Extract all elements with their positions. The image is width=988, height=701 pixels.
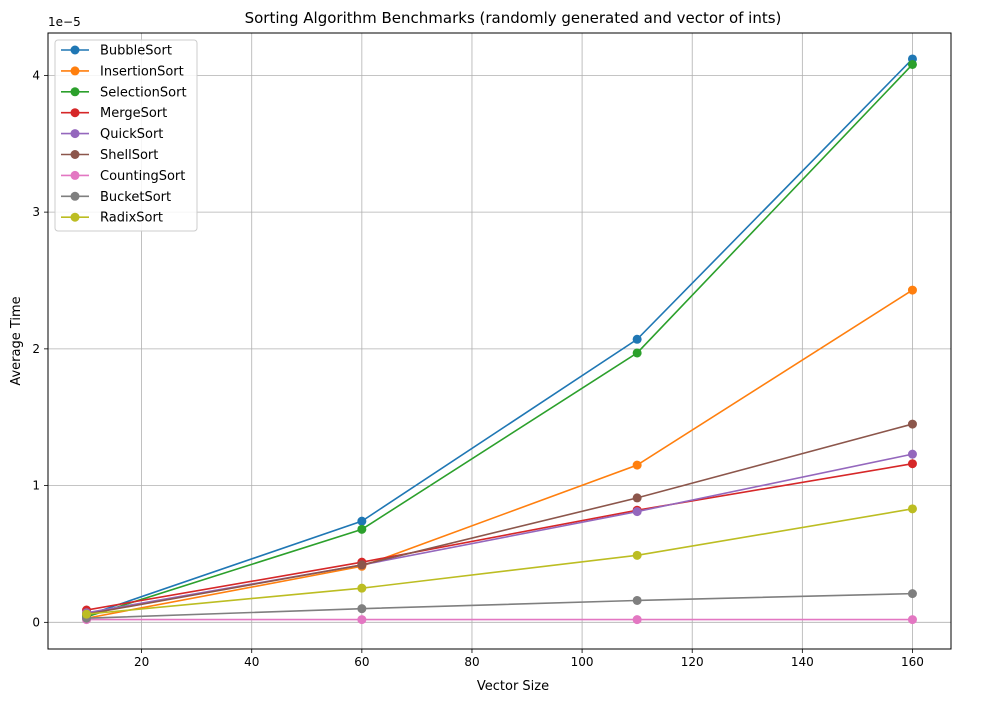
data-point xyxy=(357,604,367,614)
grid-lines xyxy=(48,33,951,649)
data-point xyxy=(632,493,642,503)
y-tick-label: 2 xyxy=(32,342,40,356)
x-tick-label: 100 xyxy=(571,655,594,669)
series-line xyxy=(86,63,914,618)
legend-marker xyxy=(70,45,80,55)
x-tick-label: 120 xyxy=(681,655,704,669)
x-tick-label: 140 xyxy=(791,655,814,669)
series-line xyxy=(86,423,913,615)
legend-label: SelectionSort xyxy=(100,85,187,100)
legend-marker xyxy=(70,87,80,97)
y-tick-label: 1 xyxy=(32,479,40,493)
x-tick-label: 20 xyxy=(134,655,149,669)
legend-label: RadixSort xyxy=(100,211,163,226)
legend-item: MergeSort xyxy=(61,106,167,121)
legend-item: InsertionSort xyxy=(61,64,184,79)
series-line xyxy=(86,58,914,617)
plot-frame xyxy=(47,32,952,650)
data-point xyxy=(907,285,917,295)
data-point xyxy=(632,595,642,605)
y-tick-label: 3 xyxy=(32,205,40,219)
data-point xyxy=(632,460,642,470)
y-axis-label: Average Time xyxy=(9,296,24,385)
y-offset-label: 1e−5 xyxy=(48,15,81,29)
legend-label: ShellSort xyxy=(100,148,158,163)
legend-label: QuickSort xyxy=(100,127,163,142)
series-line xyxy=(86,508,913,615)
y-axis-ticks: 0 1 2 3 4 xyxy=(32,68,48,629)
legend-item: CountingSort xyxy=(61,169,185,184)
legend-item: BucketSort xyxy=(61,190,171,205)
data-point xyxy=(82,609,92,619)
data-point xyxy=(357,615,367,625)
legend-label: BucketSort xyxy=(100,190,171,205)
legend-item: ShellSort xyxy=(61,148,158,163)
data-point xyxy=(907,419,917,429)
series-radixsort xyxy=(82,504,917,619)
legend-item: RadixSort xyxy=(61,211,163,226)
data-point xyxy=(632,550,642,560)
legend: BubbleSort InsertionSort SelectionSort Merg… xyxy=(54,39,198,232)
legend-marker xyxy=(70,66,80,76)
series-line xyxy=(86,592,913,620)
data-point xyxy=(632,615,642,625)
chart-title: Sorting Algorithm Benchmarks (randomly g… xyxy=(245,9,782,27)
data-point xyxy=(357,524,367,534)
legend-marker xyxy=(70,129,80,139)
x-tick-label: 160 xyxy=(901,655,924,669)
legend-label: InsertionSort xyxy=(100,64,184,79)
data-point xyxy=(907,504,917,514)
legend-label: BubbleSort xyxy=(100,44,172,59)
x-tick-label: 80 xyxy=(464,655,479,669)
legend-item: SelectionSort xyxy=(61,85,187,100)
data-point xyxy=(907,459,917,469)
x-axis-label: Vector Size xyxy=(477,679,549,694)
legend-label: MergeSort xyxy=(100,106,167,121)
legend-item: QuickSort xyxy=(61,127,163,142)
data-point xyxy=(907,59,917,69)
legend-frame xyxy=(54,39,198,232)
x-axis-ticks: 20 40 60 80 100 120 140 160 xyxy=(134,649,924,669)
series-line xyxy=(86,462,913,611)
x-tick-label: 60 xyxy=(354,655,369,669)
data-point xyxy=(357,516,367,526)
data-point xyxy=(907,589,917,599)
data-point xyxy=(632,507,642,517)
data-point xyxy=(357,583,367,593)
legend-marker xyxy=(70,170,80,180)
legend-label: CountingSort xyxy=(100,169,185,184)
data-point xyxy=(357,560,367,570)
legend-item: BubbleSort xyxy=(61,44,172,59)
legend-marker xyxy=(70,212,80,222)
y-tick-label: 0 xyxy=(32,615,40,629)
y-tick-label: 4 xyxy=(32,68,40,82)
data-point xyxy=(907,615,917,625)
series-layer xyxy=(82,54,917,625)
legend-marker xyxy=(70,150,80,159)
data-point xyxy=(907,449,917,459)
data-point xyxy=(632,334,642,344)
data-point xyxy=(632,348,642,358)
series-line xyxy=(86,289,913,620)
legend-marker xyxy=(70,191,80,201)
x-tick-label: 40 xyxy=(244,655,259,669)
legend-marker xyxy=(70,108,80,118)
